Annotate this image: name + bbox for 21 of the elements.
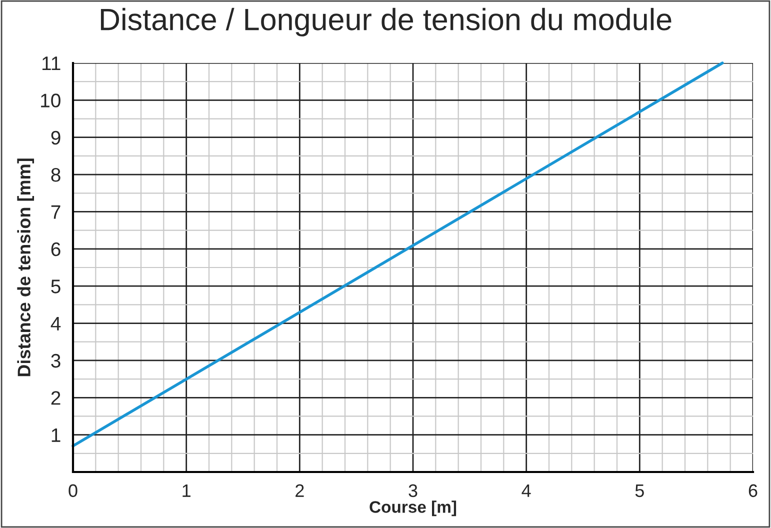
y-tick-label: 6	[51, 242, 60, 256]
y-tick-label: 5	[51, 280, 60, 294]
y-tick-label: 2	[51, 391, 60, 405]
x-tick-label: 2	[296, 484, 304, 497]
x-tick-label: 0	[68, 484, 78, 498]
y-tick-label: 1	[52, 428, 60, 442]
y-tick-label: 8	[51, 168, 60, 182]
x-tick-label: 5	[635, 484, 644, 498]
y-tick-label: 4	[50, 316, 61, 330]
y-tick-label: 7	[51, 205, 60, 219]
x-tick-label: 3	[408, 484, 418, 498]
y-axis-title: Distance de tension [mm]	[17, 158, 34, 376]
y-tick-label: 10	[41, 94, 60, 108]
y-tick-label: 3	[51, 354, 60, 368]
x-axis-title: Course [m]	[370, 500, 456, 516]
x-tick-label: 1	[182, 484, 190, 497]
y-tick-label: 11	[42, 56, 60, 70]
x-tick-label: 6	[748, 484, 758, 498]
chart-title: Distance / Longueur de tension du module	[100, 8, 672, 36]
y-tick-label: 9	[51, 130, 60, 145]
x-tick-label: 4	[522, 484, 531, 497]
